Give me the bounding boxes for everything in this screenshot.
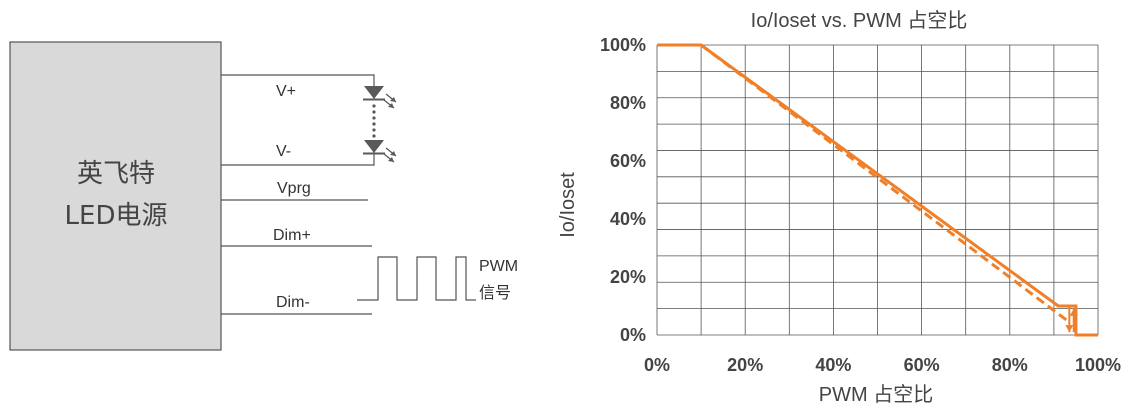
- y-axis-title: Io/Ioset: [557, 172, 579, 238]
- vminus-label: V-: [276, 143, 291, 160]
- y-tick-label: 80%: [610, 93, 646, 113]
- chart-series: [657, 43, 1098, 337]
- chart-title: Io/Ioset vs. PWM 占空比: [751, 9, 968, 32]
- power-supply-box: [9, 41, 222, 351]
- arrow-head: [1069, 308, 1078, 316]
- power-supply-model: LED电源: [65, 201, 168, 231]
- dimming-curve-chart: Io/Ioset vs. PWM 占空比 0%20%40%60%80%100% …: [557, 9, 1121, 406]
- vplus-label: V+: [276, 83, 296, 100]
- x-tick-label: 80%: [992, 355, 1028, 375]
- x-tick-label: 0%: [644, 355, 670, 375]
- y-tick-label: 100%: [600, 35, 646, 55]
- y-axis-ticks: 0% 20% 40% 60% 80% 100%: [600, 35, 646, 345]
- x-tick-label: 60%: [904, 355, 940, 375]
- y-tick-label: 0%: [620, 325, 646, 345]
- y-tick-label: 20%: [610, 267, 646, 287]
- x-tick-label: 40%: [815, 355, 851, 375]
- pwm-label: PWM: [479, 258, 518, 275]
- power-supply-name: 英飞特: [77, 159, 155, 189]
- led-icon: [363, 140, 397, 163]
- chart-grid: [656, 44, 1099, 336]
- pwm-waveform: [357, 256, 476, 301]
- vplus-wire: [221, 74, 375, 86]
- x-axis-title: PWM 占空比: [819, 383, 933, 406]
- y-tick-label: 60%: [610, 151, 646, 171]
- y-tick-label: 40%: [610, 209, 646, 229]
- dimminus-label: Dim-: [276, 294, 310, 311]
- vminus-wire: [221, 152, 375, 166]
- x-axis-ticks: 0% 20% 40% 60% 80% 100%: [644, 355, 1121, 375]
- led-chain-dots: [372, 104, 376, 138]
- vprg-label: Vprg: [277, 180, 311, 197]
- wires: [221, 74, 476, 315]
- led-string: [363, 86, 397, 163]
- led-icon: [363, 86, 397, 109]
- dimplus-label: Dim+: [273, 227, 311, 244]
- x-tick-label: 100%: [1075, 355, 1121, 375]
- arrow-head: [1065, 325, 1074, 333]
- x-tick-label: 20%: [727, 355, 763, 375]
- series-line-solid: [657, 43, 1098, 337]
- wiring-diagram: 英飞特 LED电源: [9, 41, 518, 351]
- series-line-dashed: [700, 43, 1069, 322]
- pwm-signal-label: 信号: [479, 284, 511, 302]
